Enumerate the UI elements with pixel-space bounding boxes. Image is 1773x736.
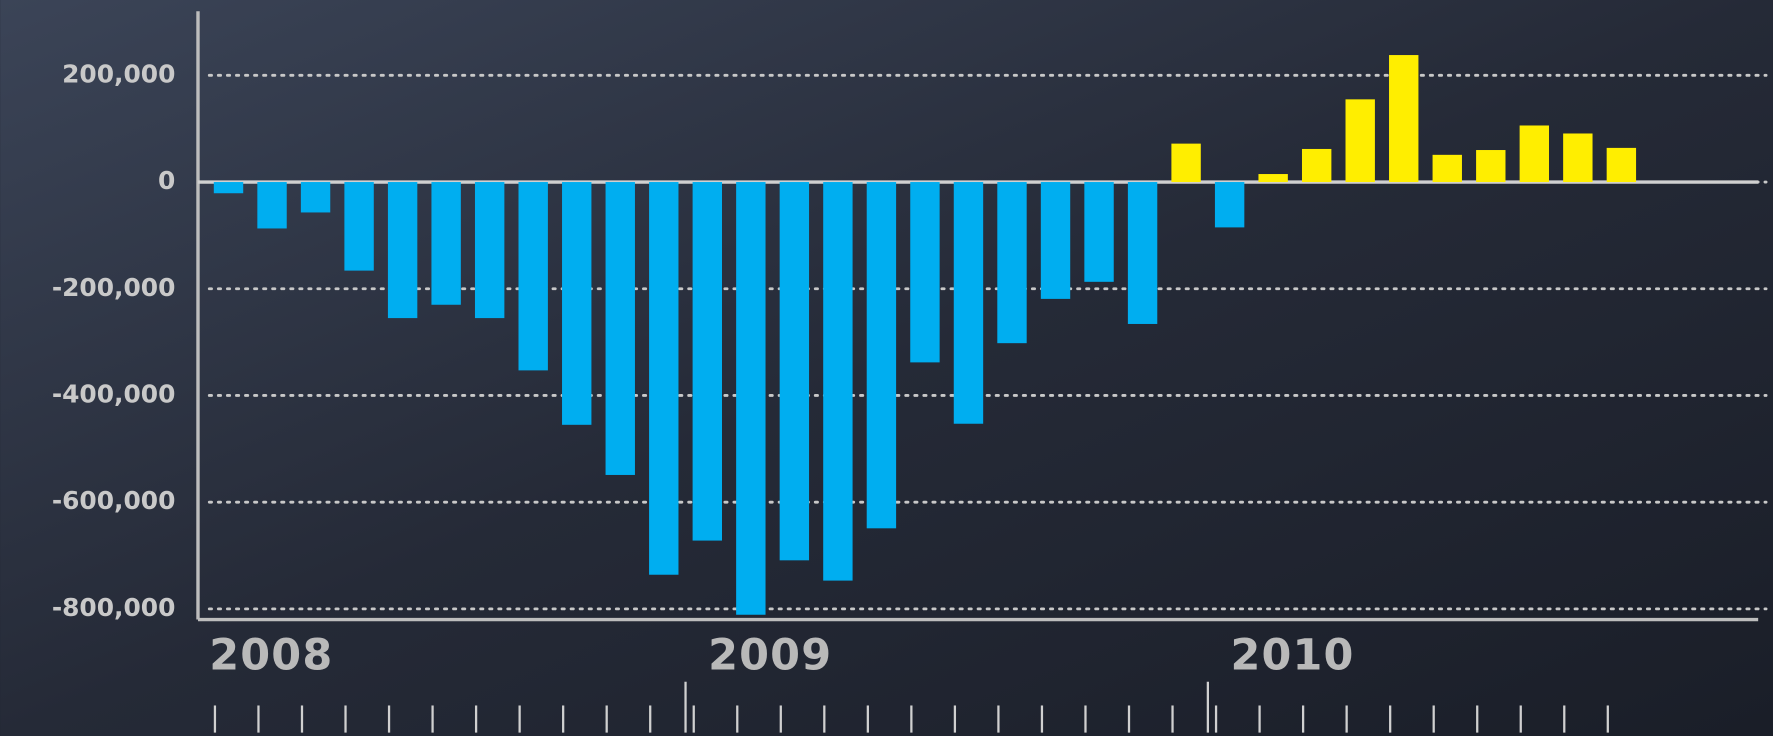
year-label: 2010 bbox=[1230, 630, 1354, 680]
bar bbox=[1258, 174, 1287, 182]
bar bbox=[1476, 150, 1505, 182]
bar bbox=[214, 182, 243, 193]
bar bbox=[388, 182, 417, 318]
bar bbox=[1563, 133, 1592, 182]
bar bbox=[344, 182, 373, 271]
bar bbox=[1128, 182, 1157, 324]
y-tick-label: -800,000 bbox=[52, 593, 176, 622]
bar bbox=[475, 182, 504, 318]
bar bbox=[1041, 182, 1070, 299]
bar bbox=[1171, 144, 1200, 182]
bar bbox=[431, 182, 460, 305]
y-tick-label: 200,000 bbox=[62, 59, 175, 88]
bar bbox=[1346, 99, 1375, 182]
y-tick-label: -200,000 bbox=[52, 273, 176, 302]
bar bbox=[649, 182, 678, 575]
year-label: 2008 bbox=[209, 630, 333, 680]
y-tick-label: 0 bbox=[158, 166, 175, 195]
bar bbox=[1433, 155, 1462, 182]
y-tick-label: -600,000 bbox=[52, 486, 176, 515]
bar bbox=[997, 182, 1026, 343]
bar bbox=[1302, 149, 1331, 182]
bar bbox=[562, 182, 591, 425]
y-tick-label: -400,000 bbox=[52, 379, 176, 408]
bar bbox=[519, 182, 548, 370]
bar bbox=[910, 182, 939, 362]
bar bbox=[1084, 182, 1113, 282]
bar bbox=[823, 182, 852, 581]
bar bbox=[606, 182, 635, 475]
bar bbox=[780, 182, 809, 560]
bar bbox=[1215, 182, 1244, 227]
bar bbox=[257, 182, 286, 228]
bar bbox=[693, 182, 722, 541]
bar bbox=[1607, 148, 1636, 182]
bar bbox=[736, 182, 765, 615]
year-label: 2009 bbox=[708, 630, 832, 680]
bar bbox=[867, 182, 896, 528]
bar bbox=[954, 182, 983, 424]
page: {"chart_data": {"type": "bar", "categori… bbox=[0, 0, 1773, 736]
chart: -800,000 -600,000 -400,000 -200,000 0 200,000… bbox=[0, 0, 1773, 736]
bar bbox=[1389, 55, 1418, 182]
bar bbox=[1520, 125, 1549, 182]
bar bbox=[301, 182, 330, 212]
